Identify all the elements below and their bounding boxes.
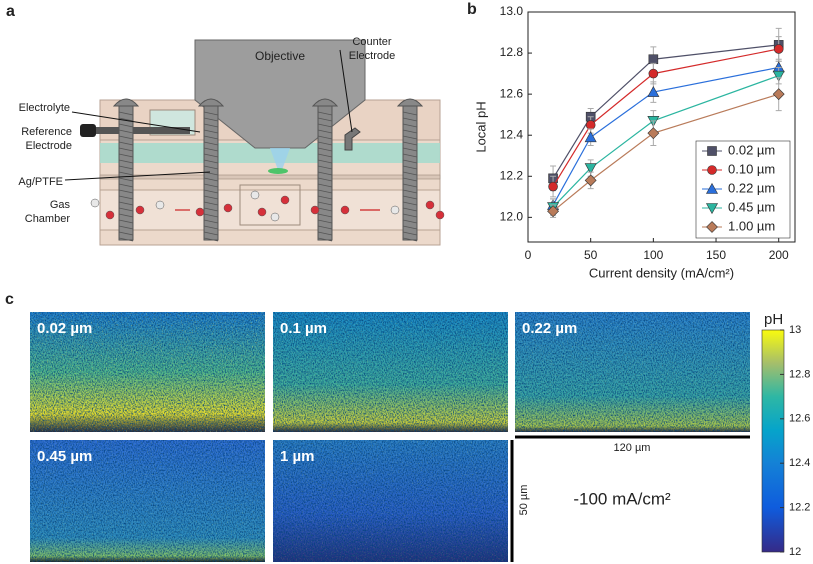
marker	[585, 120, 596, 130]
map-label: 0.22 µm	[522, 320, 577, 337]
colorbar-scale	[761, 329, 785, 553]
legend-marker	[706, 221, 718, 233]
colorbar-tick-label: 12.6	[789, 413, 810, 425]
diagram-label: Gas	[50, 199, 71, 211]
marker	[773, 44, 784, 54]
colorbar-tick-label: 12.8	[789, 368, 810, 380]
diagram-label: Electrode	[26, 140, 72, 152]
legend-marker	[707, 165, 717, 175]
plot-frame	[527, 11, 796, 243]
marker	[647, 85, 660, 97]
panel-label: a	[6, 3, 15, 20]
map-label: 0.1 µm	[280, 320, 327, 337]
diagram-label: Chamber	[25, 213, 71, 225]
colorbar-tick-label: 13	[789, 324, 801, 336]
map-label: 0.02 µm	[37, 320, 92, 337]
panel-label: b	[467, 1, 477, 18]
diagram-label: Counter	[352, 36, 391, 48]
y-tick-label: 13.0	[500, 4, 524, 18]
series-line	[552, 93, 779, 212]
diagram-label: Objective	[255, 49, 305, 63]
marker	[584, 174, 597, 187]
diagram-label: Electrolyte	[19, 102, 70, 114]
scale-label: 50 µm	[518, 485, 530, 516]
condition-label: -100 mA/cm²	[573, 489, 671, 508]
map-label: 0.45 µm	[37, 448, 92, 465]
legend-marker	[707, 146, 717, 156]
legend-label: 1.00 µm	[728, 218, 775, 233]
x-tick-label: 0	[525, 248, 532, 262]
series-line	[552, 75, 779, 208]
marker	[548, 181, 558, 192]
line-chart: 0 50 100 150 200 12.0 12.2 12.4 12.6 12.8 13.0 Curr…	[473, 4, 796, 280]
map-label: 1 µm	[280, 448, 315, 465]
x-tick-label: 150	[706, 248, 726, 262]
x-tick-label: 200	[769, 248, 789, 262]
colorbar-tick-label: 12.2	[789, 502, 810, 514]
marker	[648, 54, 659, 65]
y-tick-label: 12.2	[500, 168, 524, 182]
colorbar: pH 13 12.8 12.6 12.4 12.2 12	[761, 311, 810, 558]
series-line	[552, 66, 779, 206]
series-line	[552, 44, 779, 179]
colorbar-title: pH	[764, 311, 783, 328]
ph-maps: 0.02 µm 0.1 µm 0.22 µm 0.45 µm 1 µm	[30, 312, 750, 562]
y-tick-label: 12.8	[500, 45, 524, 59]
marker	[772, 70, 785, 82]
y-axis-label: Local pH	[473, 101, 488, 152]
y-tick-label: 12.4	[500, 127, 524, 141]
diagram-label: Reference	[21, 126, 72, 138]
diagram-label: Ag/PTFE	[18, 176, 63, 188]
legend-label: 0.22 µm	[728, 180, 775, 195]
colorbar-tick-label: 12	[789, 546, 801, 558]
marker	[584, 163, 597, 175]
series-line	[552, 48, 779, 187]
marker	[647, 127, 660, 140]
marker	[584, 131, 597, 143]
marker	[547, 205, 559, 218]
diagram-label: Electrode	[349, 50, 395, 62]
scale-label: 120 µm	[614, 442, 651, 454]
colorbar-tick-label: 12.4	[789, 457, 810, 469]
legend-label: 0.10 µm	[728, 161, 775, 176]
x-axis-label: Current density (mA/cm²)	[589, 265, 734, 280]
legend-label: 0.45 µm	[728, 199, 775, 214]
marker	[648, 68, 659, 79]
device-diagram	[64, 39, 445, 246]
legend-label: 0.02 µm	[728, 142, 775, 157]
y-tick-label: 12.0	[500, 210, 524, 224]
x-tick-label: 100	[643, 248, 663, 262]
panel-label: c	[5, 291, 14, 308]
marker	[772, 88, 785, 101]
legend-marker	[705, 203, 719, 215]
x-tick-label: 50	[584, 248, 598, 262]
legend-marker	[705, 182, 719, 194]
y-tick-label: 12.6	[500, 86, 524, 100]
